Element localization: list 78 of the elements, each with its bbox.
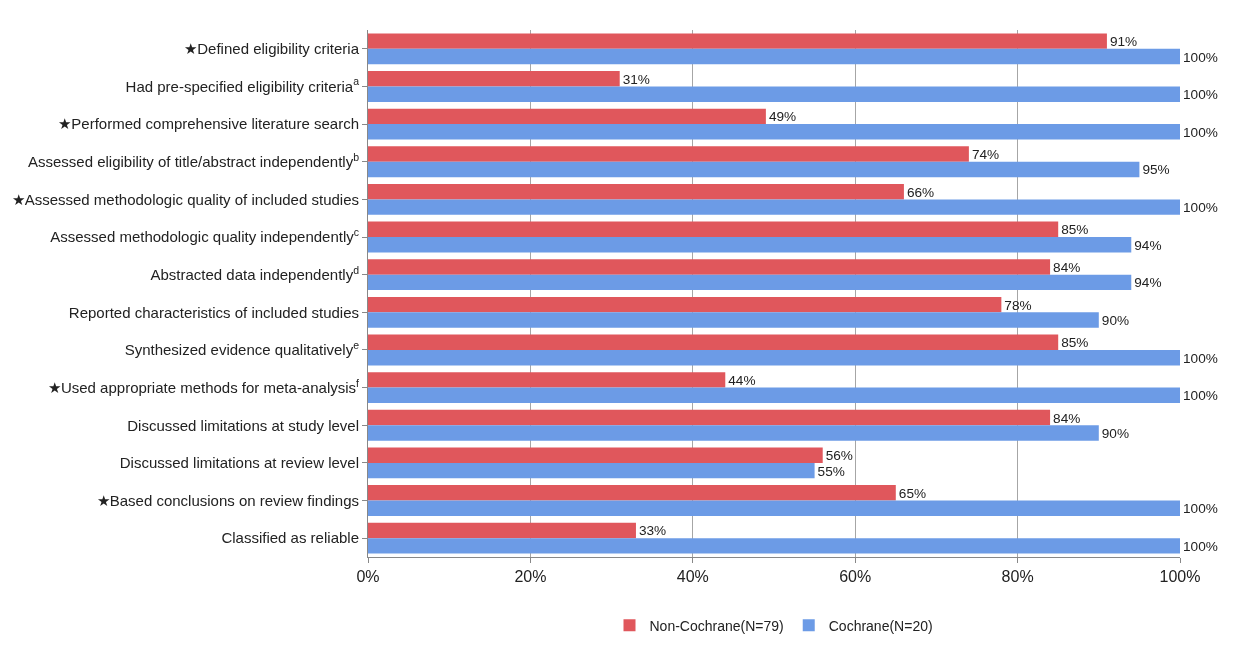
y-tick-label: ★Performed comprehensive literature search xyxy=(58,115,359,133)
data-label: 84% xyxy=(1053,259,1081,275)
y-tick-label: Reported characteristics of included studies xyxy=(68,303,359,321)
x-tick-label: 20% xyxy=(514,568,547,586)
data-label: 85% xyxy=(1061,222,1089,238)
data-label: 100% xyxy=(1183,350,1218,366)
data-label: 95% xyxy=(1142,162,1170,178)
bar xyxy=(368,237,1132,253)
y-tick-label: Classified as reliable xyxy=(221,529,359,547)
legend-label: Cochrane(N=20) xyxy=(828,617,933,634)
x-tick-label: 60% xyxy=(839,568,872,586)
bar xyxy=(368,296,1002,313)
y-tick-label: Discussed limitations at review level xyxy=(119,454,359,472)
bar xyxy=(368,221,1059,238)
data-label: 100% xyxy=(1183,200,1218,216)
data-label: 91% xyxy=(1109,34,1138,50)
bar xyxy=(368,334,1059,350)
data-label: 49% xyxy=(768,109,797,125)
bar xyxy=(368,33,1107,49)
x-tick-label: 80% xyxy=(1001,568,1034,586)
y-tick-label: Synthesized evidence qualitatively$^{e}$ xyxy=(124,338,360,359)
bar xyxy=(368,349,1180,366)
bar xyxy=(368,48,1180,65)
bar xyxy=(368,71,620,87)
bar xyxy=(368,485,896,501)
y-tick-label: Assessed methodologic quality independently$^{c}$ xyxy=(50,225,359,246)
bar xyxy=(368,312,1099,328)
y-tick-label: Assessed eligibility of title/abstract independently$^{b}$ xyxy=(27,150,360,170)
bar xyxy=(368,425,1099,441)
x-tick-label: 0% xyxy=(356,568,380,586)
y-tick-label: ★Used appropriate methods for meta-analysis$^{f}$ xyxy=(47,376,360,396)
bar xyxy=(368,409,1051,426)
bar xyxy=(368,274,1132,291)
bar xyxy=(368,522,636,539)
data-label: 65% xyxy=(898,485,927,501)
y-tick-label: ★Defined eligibility criteria xyxy=(184,40,360,58)
data-label: 100% xyxy=(1183,49,1218,65)
bar xyxy=(368,146,969,162)
bar xyxy=(368,161,1140,178)
bar xyxy=(368,538,1180,554)
data-label: 94% xyxy=(1134,275,1162,291)
data-label: 84% xyxy=(1053,410,1081,426)
y-tick-label: ★Assessed methodologic quality of included studies xyxy=(11,190,359,208)
bar xyxy=(368,500,1180,516)
data-label: 66% xyxy=(906,184,935,200)
y-tick-label: Abstracted data independently$^{d}$ xyxy=(150,263,360,283)
bar xyxy=(368,387,1180,404)
bar xyxy=(368,447,823,463)
bar xyxy=(368,462,815,479)
data-label: 44% xyxy=(728,372,756,388)
data-label: 100% xyxy=(1183,501,1218,517)
data-label: 100% xyxy=(1183,388,1218,404)
bar xyxy=(368,199,1180,215)
data-label: 85% xyxy=(1061,335,1089,351)
x-tick-label: 100% xyxy=(1159,568,1201,586)
bar xyxy=(368,259,1051,275)
data-label: 100% xyxy=(1183,87,1218,103)
bar xyxy=(368,108,766,125)
bar xyxy=(368,372,726,388)
legend-label: Non-Cochrane(N=79) xyxy=(649,617,784,634)
data-label: 31% xyxy=(622,71,650,87)
y-tick-label: Discussed limitations at study level xyxy=(127,416,359,434)
data-label: 90% xyxy=(1101,313,1130,329)
data-label: 100% xyxy=(1183,124,1218,140)
bar xyxy=(368,124,1180,140)
bar xyxy=(368,183,904,200)
y-tick-label: Had pre-specified eligibility criteria$^{a}$ xyxy=(125,75,360,95)
bar xyxy=(368,86,1180,102)
data-label: 56% xyxy=(825,448,853,464)
data-label: 78% xyxy=(1004,297,1032,313)
y-tick-label: ★Based conclusions on review findings xyxy=(96,491,359,509)
data-label: 55% xyxy=(817,463,845,479)
data-label: 90% xyxy=(1101,425,1130,441)
data-label: 74% xyxy=(971,147,1000,163)
data-label: 94% xyxy=(1134,237,1162,253)
x-tick-label: 40% xyxy=(676,568,709,586)
data-label: 33% xyxy=(638,523,667,539)
data-label: 100% xyxy=(1183,538,1218,554)
